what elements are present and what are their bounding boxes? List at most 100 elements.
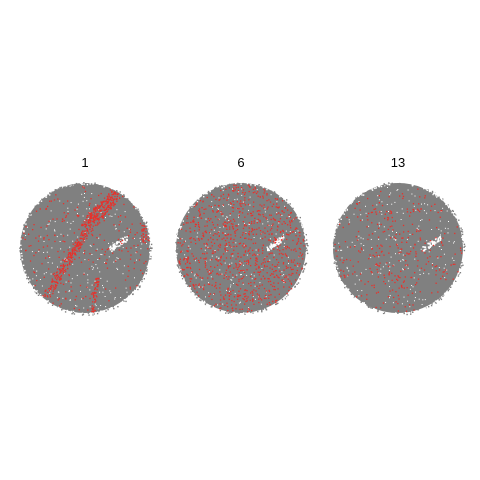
highlight-point — [405, 260, 407, 262]
highlight-point — [94, 224, 97, 226]
highlight-point — [262, 231, 264, 233]
highlight-point — [208, 273, 210, 275]
gap-point — [353, 213, 355, 215]
highlight-point — [277, 226, 279, 228]
edge-point — [305, 239, 308, 241]
highlight-point — [80, 234, 82, 236]
highlight-point — [99, 207, 101, 209]
highlight-point — [57, 276, 60, 278]
gap-point — [56, 297, 58, 299]
highlight-point — [83, 234, 85, 236]
highlight-point — [203, 253, 206, 255]
highlight-point — [96, 277, 98, 280]
edge-point — [458, 223, 461, 226]
highlight-point — [105, 262, 107, 265]
highlight-point — [104, 213, 107, 215]
highlight-point — [106, 200, 108, 203]
highlight-point — [289, 267, 292, 269]
gap-point — [223, 226, 225, 228]
hole-point — [422, 249, 425, 252]
hole-point — [434, 238, 437, 241]
highlight-point — [292, 273, 294, 275]
edge-point — [83, 183, 85, 185]
highlight-point — [213, 305, 215, 307]
highlight-point — [359, 251, 361, 253]
highlight-point — [216, 233, 218, 235]
hole-point — [274, 243, 277, 245]
highlight-point — [64, 261, 66, 263]
gap-point — [278, 222, 280, 224]
edge-point — [336, 225, 338, 227]
gap-point — [412, 286, 414, 288]
highlight-point — [286, 292, 288, 295]
highlight-point — [118, 230, 120, 232]
edge-point — [36, 290, 38, 292]
highlight-point — [55, 272, 58, 274]
highlight-point — [299, 263, 301, 265]
highlight-point — [78, 257, 80, 259]
edge-point — [344, 210, 347, 212]
edge-point — [440, 298, 443, 301]
highlight-point — [142, 272, 144, 275]
highlight-point — [116, 197, 118, 200]
highlight-point — [74, 247, 77, 249]
gap-point — [413, 205, 415, 207]
edge-point — [445, 203, 447, 206]
highlight-point — [266, 265, 268, 267]
edge-point — [197, 297, 199, 299]
highlight-point — [236, 225, 238, 227]
highlight-point — [440, 210, 442, 212]
highlight-point — [179, 242, 181, 244]
highlight-point — [401, 286, 403, 289]
highlight-point — [387, 216, 389, 219]
gap-point — [394, 201, 396, 203]
highlight-point — [252, 299, 254, 301]
highlight-point — [254, 264, 256, 266]
highlight-point — [34, 284, 36, 287]
highlight-point — [203, 243, 205, 245]
highlight-point — [284, 207, 287, 209]
highlight-point — [199, 200, 202, 202]
highlight-point — [211, 245, 213, 247]
highlight-point — [222, 204, 224, 206]
highlight-point — [99, 210, 101, 212]
edge-point — [230, 312, 233, 314]
highlight-point — [83, 253, 85, 255]
gap-point — [402, 254, 404, 256]
gap-point — [114, 213, 116, 215]
gap-point — [135, 252, 137, 254]
gap-point — [81, 193, 83, 195]
edge-point — [344, 286, 346, 289]
highlight-point — [92, 261, 94, 263]
highlight-point — [263, 297, 266, 299]
highlight-point — [63, 265, 65, 267]
gap-point — [201, 279, 203, 281]
highlight-point — [225, 257, 228, 259]
edge-point — [362, 194, 365, 196]
gap-point — [358, 201, 360, 203]
highlight-point — [129, 258, 132, 260]
highlight-point — [358, 202, 361, 204]
highlight-point — [248, 199, 250, 201]
highlight-point — [71, 252, 73, 255]
edge-point — [176, 247, 179, 249]
highlight-point — [205, 257, 207, 259]
gap-point — [218, 197, 220, 199]
edge-point — [363, 192, 366, 194]
gap-point — [409, 306, 411, 308]
highlight-point — [222, 193, 225, 196]
gap-point — [214, 250, 216, 251]
highlight-point — [258, 271, 261, 274]
highlight-point — [405, 310, 408, 312]
gap-point — [219, 269, 221, 271]
highlight-point — [48, 220, 50, 222]
gap-point — [95, 204, 97, 206]
highlight-point — [253, 253, 255, 255]
highlight-point — [220, 189, 222, 192]
gap-point — [242, 283, 244, 285]
highlight-point — [420, 229, 422, 232]
highlight-point — [35, 237, 37, 239]
highlight-point — [204, 266, 206, 268]
highlight-point — [279, 221, 281, 223]
highlight-point — [222, 213, 224, 215]
